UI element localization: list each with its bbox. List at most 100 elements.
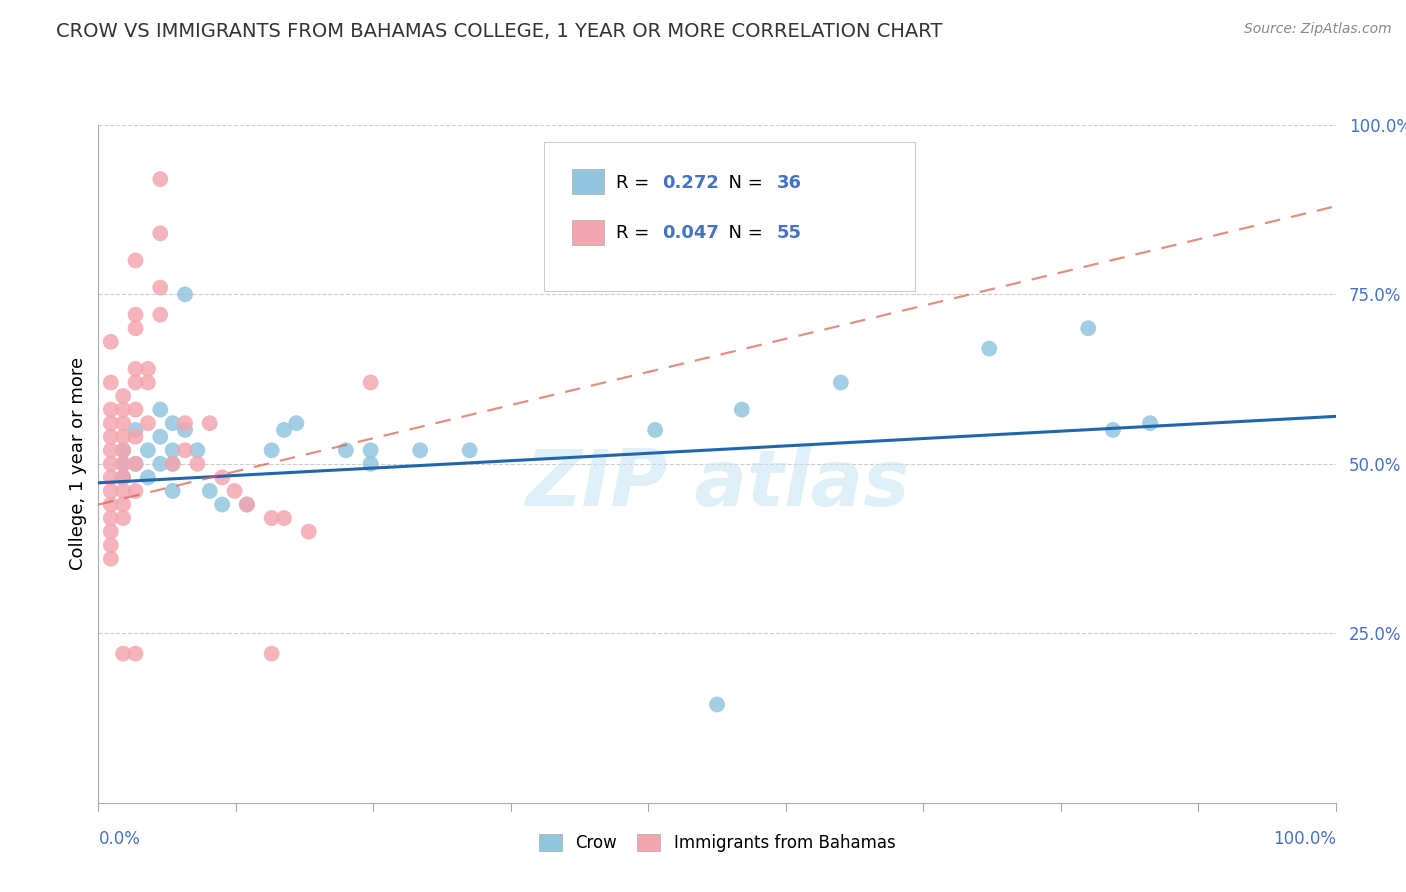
Point	[706, 698, 728, 712]
Point	[224, 483, 246, 498]
Point	[112, 402, 135, 417]
Point	[1139, 416, 1161, 430]
Point	[174, 423, 197, 437]
Point	[360, 457, 382, 471]
Point	[112, 647, 135, 661]
Text: 55: 55	[776, 225, 801, 243]
Point	[100, 376, 122, 390]
Point	[112, 470, 135, 484]
Point	[149, 280, 172, 294]
Point	[273, 423, 295, 437]
FancyBboxPatch shape	[572, 169, 605, 194]
Point	[124, 430, 146, 444]
Point	[124, 457, 146, 471]
Point	[124, 402, 146, 417]
Y-axis label: College, 1 year or more: College, 1 year or more	[69, 358, 87, 570]
Point	[124, 647, 146, 661]
Point	[112, 416, 135, 430]
Point	[100, 402, 122, 417]
Point	[149, 172, 172, 186]
Point	[112, 389, 135, 403]
Point	[124, 483, 146, 498]
Point	[260, 443, 283, 458]
Point	[198, 483, 221, 498]
Point	[162, 457, 184, 471]
Point	[149, 402, 172, 417]
Point	[162, 443, 184, 458]
Point	[174, 287, 197, 301]
FancyBboxPatch shape	[572, 219, 605, 245]
Point	[149, 430, 172, 444]
Text: R =: R =	[616, 225, 655, 243]
Text: Source: ZipAtlas.com: Source: ZipAtlas.com	[1244, 22, 1392, 37]
Point	[149, 308, 172, 322]
Point	[112, 457, 135, 471]
Point	[186, 457, 208, 471]
Point	[124, 253, 146, 268]
Point	[100, 416, 122, 430]
Text: 0.0%: 0.0%	[98, 830, 141, 848]
Text: ZIP atlas: ZIP atlas	[524, 446, 910, 522]
Text: 100.0%: 100.0%	[1272, 830, 1336, 848]
Point	[979, 342, 1001, 356]
Point	[100, 334, 122, 349]
Point	[136, 470, 159, 484]
Point	[100, 538, 122, 552]
Point	[112, 457, 135, 471]
Point	[149, 457, 172, 471]
Point	[124, 376, 146, 390]
Point	[260, 511, 283, 525]
Point	[136, 443, 159, 458]
Point	[211, 498, 233, 512]
Point	[360, 376, 382, 390]
Point	[335, 443, 357, 458]
Point	[236, 498, 259, 512]
Point	[409, 443, 432, 458]
Text: N =: N =	[717, 174, 769, 192]
Point	[100, 470, 122, 484]
Point	[100, 524, 122, 539]
Point	[124, 423, 146, 437]
Point	[186, 443, 208, 458]
Point	[1102, 423, 1125, 437]
Point	[112, 498, 135, 512]
Point	[198, 416, 221, 430]
Point	[100, 443, 122, 458]
Point	[285, 416, 308, 430]
Point	[124, 308, 146, 322]
Point	[124, 321, 146, 335]
Point	[100, 551, 122, 566]
Point	[100, 430, 122, 444]
Point	[100, 457, 122, 471]
Text: 0.272: 0.272	[662, 174, 720, 192]
Point	[458, 443, 481, 458]
Point	[100, 483, 122, 498]
Point	[136, 362, 159, 376]
Point	[360, 443, 382, 458]
Point	[644, 423, 666, 437]
Point	[731, 402, 754, 417]
Text: CROW VS IMMIGRANTS FROM BAHAMAS COLLEGE, 1 YEAR OR MORE CORRELATION CHART: CROW VS IMMIGRANTS FROM BAHAMAS COLLEGE,…	[56, 22, 942, 41]
Point	[124, 457, 146, 471]
Point	[124, 362, 146, 376]
Point	[162, 457, 184, 471]
FancyBboxPatch shape	[544, 142, 915, 291]
Point	[112, 483, 135, 498]
Point	[112, 470, 135, 484]
Point	[211, 470, 233, 484]
Point	[100, 498, 122, 512]
Point	[260, 647, 283, 661]
Point	[273, 511, 295, 525]
Point	[136, 416, 159, 430]
Point	[162, 416, 184, 430]
Point	[136, 376, 159, 390]
Point	[112, 430, 135, 444]
Text: 36: 36	[776, 174, 801, 192]
Point	[112, 443, 135, 458]
Point	[174, 416, 197, 430]
Point	[298, 524, 321, 539]
Text: 0.047: 0.047	[662, 225, 720, 243]
Legend: Crow, Immigrants from Bahamas: Crow, Immigrants from Bahamas	[531, 828, 903, 859]
Point	[830, 376, 852, 390]
Text: R =: R =	[616, 174, 655, 192]
